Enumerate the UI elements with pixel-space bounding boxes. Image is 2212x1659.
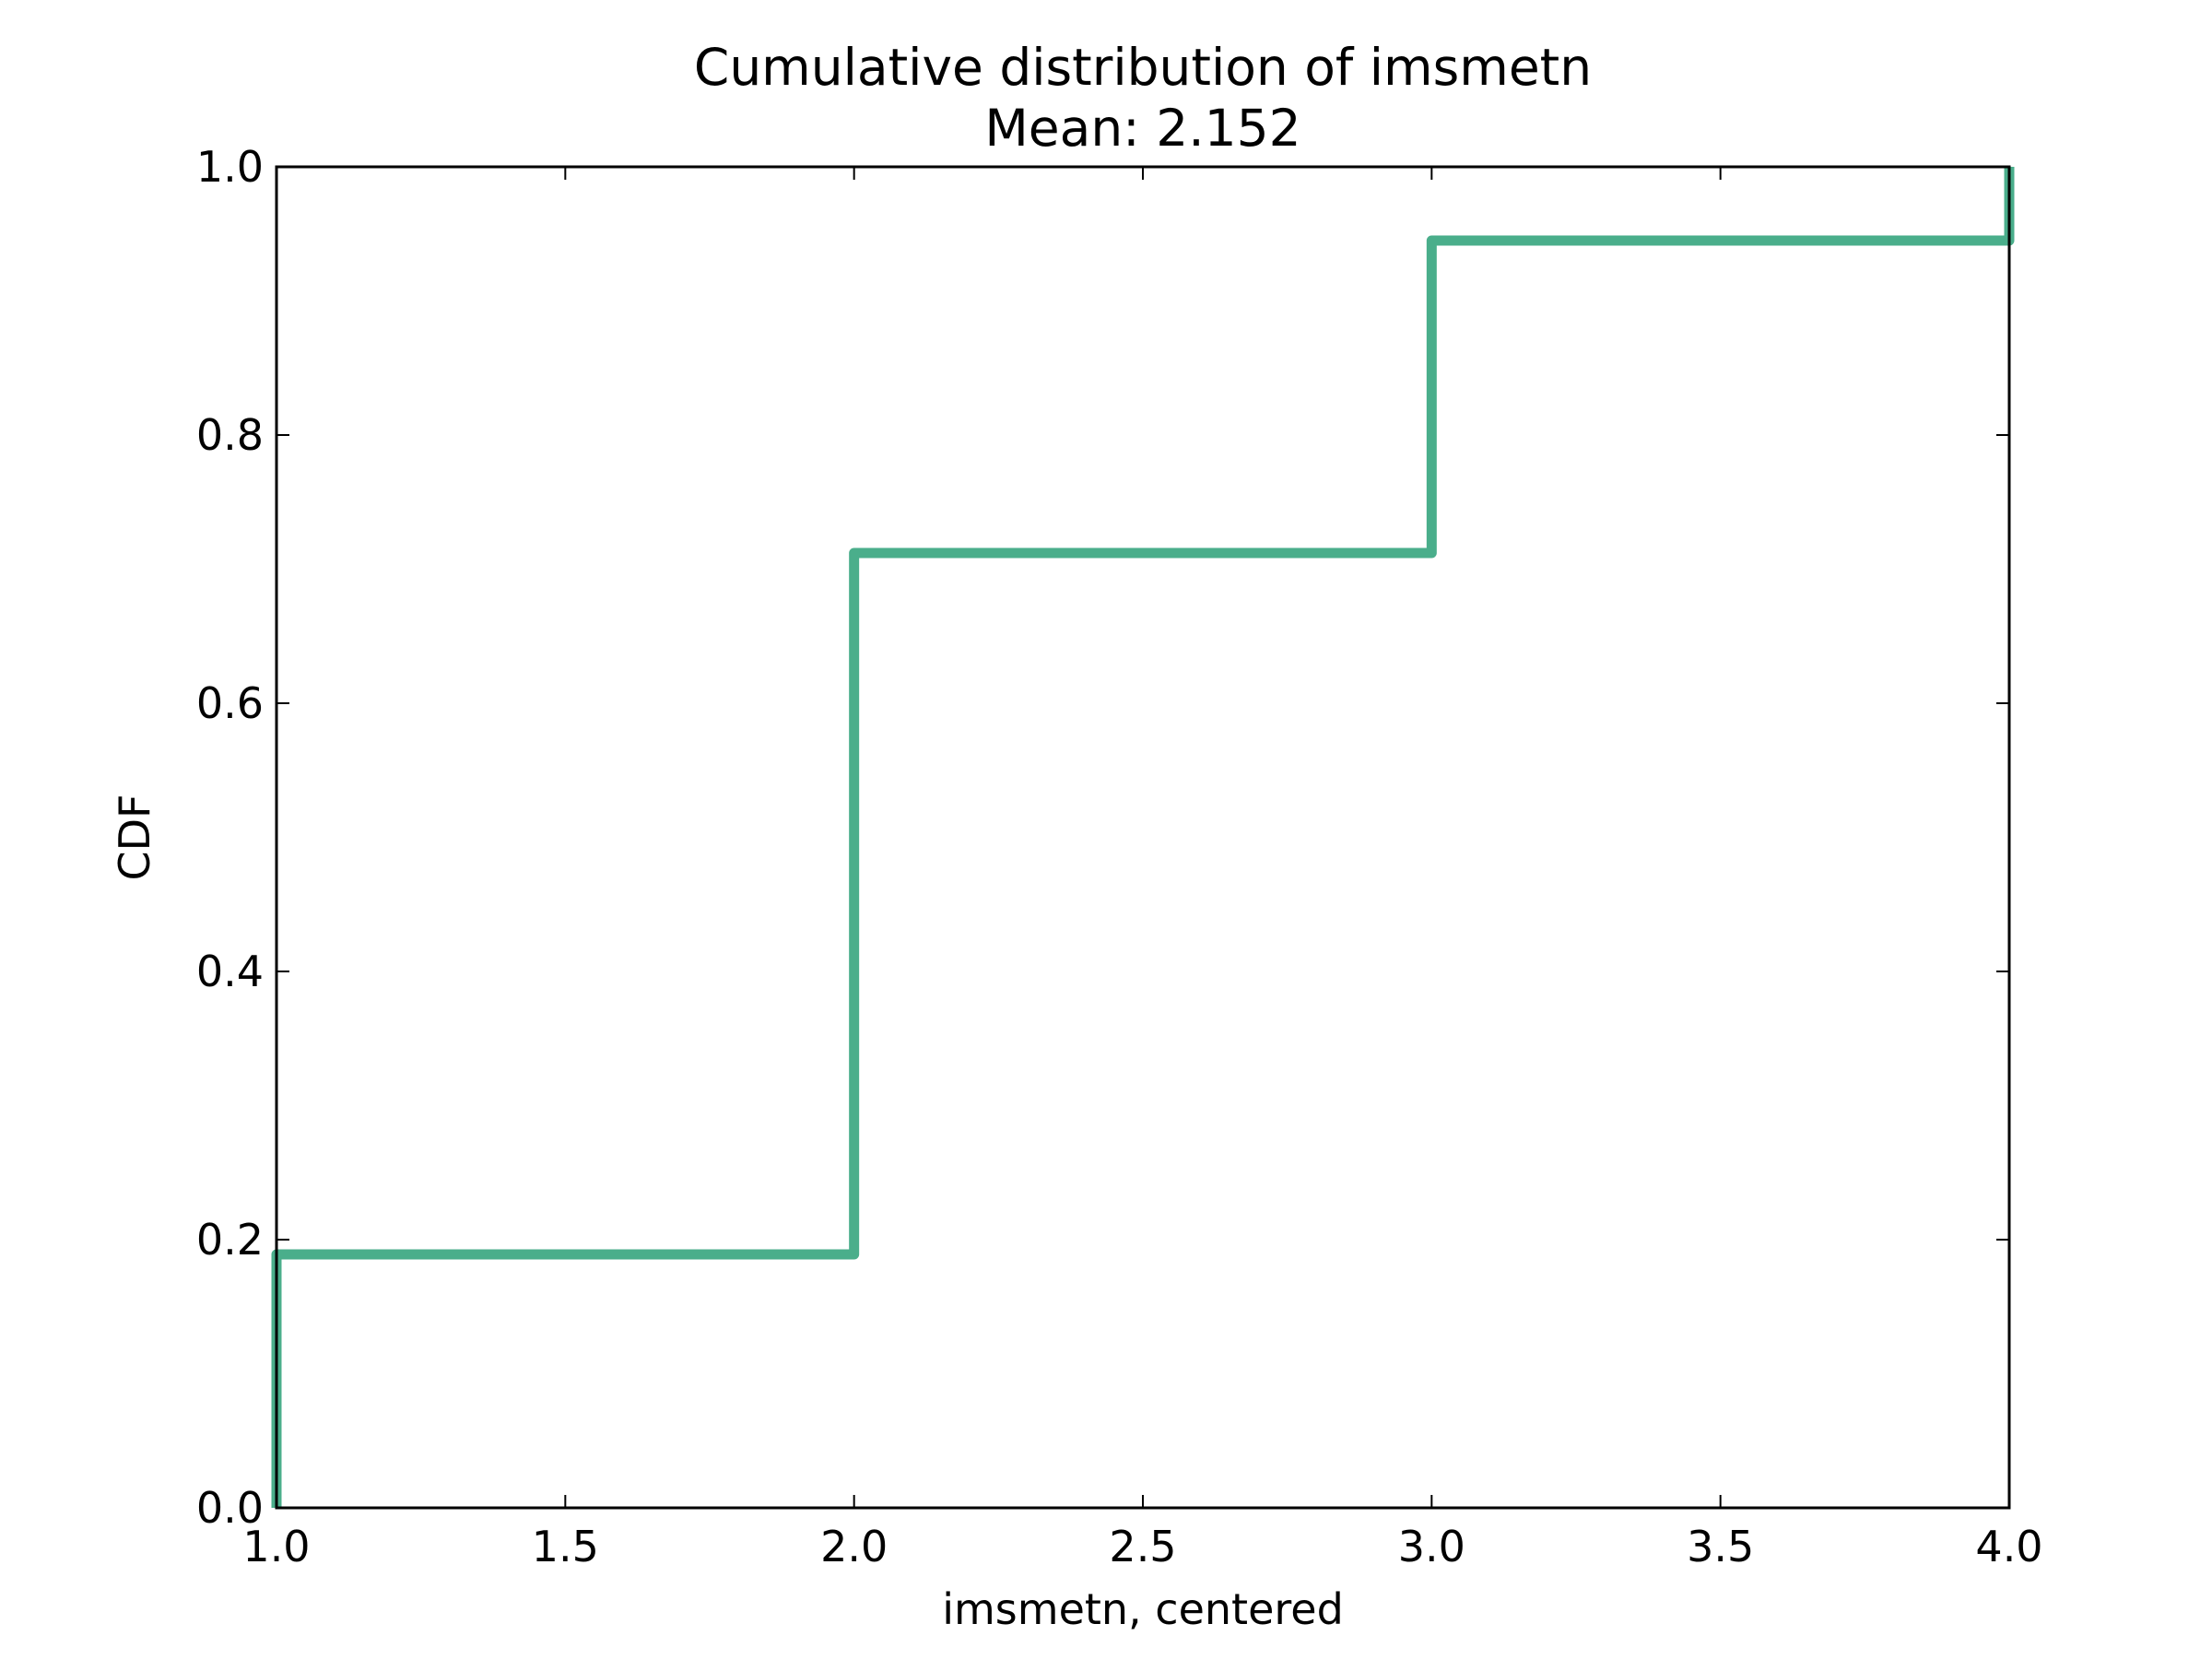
x-tick-label: 4.0 (1975, 1522, 2042, 1571)
chart-subtitle: Mean: 2.152 (984, 99, 1300, 158)
x-tick-label: 2.0 (820, 1522, 888, 1571)
ticks-layer (276, 166, 2010, 1509)
x-axis-label: imsmetn, centered (942, 1584, 1344, 1634)
y-tick-label: 1.0 (196, 142, 264, 192)
x-tick-labels: 1.0 1.5 2.0 2.5 3.0 3.5 4.0 (242, 1522, 2042, 1571)
x-tick-label: 1.0 (242, 1522, 310, 1571)
x-tick-label: 1.5 (532, 1522, 599, 1571)
cdf-series-line-0 (271, 167, 2015, 1508)
chart-title-group: Cumulative distribution of imsmetn Mean:… (694, 38, 1592, 158)
plot-area (271, 165, 2015, 1510)
y-tick-labels: 0.0 0.2 0.4 0.6 0.8 1.0 (196, 142, 264, 1533)
y-tick-label: 0.2 (196, 1215, 264, 1265)
plot-frame (275, 165, 2011, 1510)
y-tick-label: 0.4 (196, 947, 264, 996)
x-tick-label: 3.5 (1687, 1522, 1754, 1571)
y-tick-label: 0.6 (196, 678, 264, 728)
chart-title: Cumulative distribution of imsmetn (694, 38, 1592, 97)
x-tick-label: 3.0 (1398, 1522, 1465, 1571)
y-axis-label: CDF (110, 794, 159, 881)
y-tick-label: 0.0 (196, 1483, 264, 1533)
series-layer (271, 167, 2015, 1508)
x-tick-label: 2.5 (1109, 1522, 1176, 1571)
y-tick-label: 0.8 (196, 410, 264, 460)
